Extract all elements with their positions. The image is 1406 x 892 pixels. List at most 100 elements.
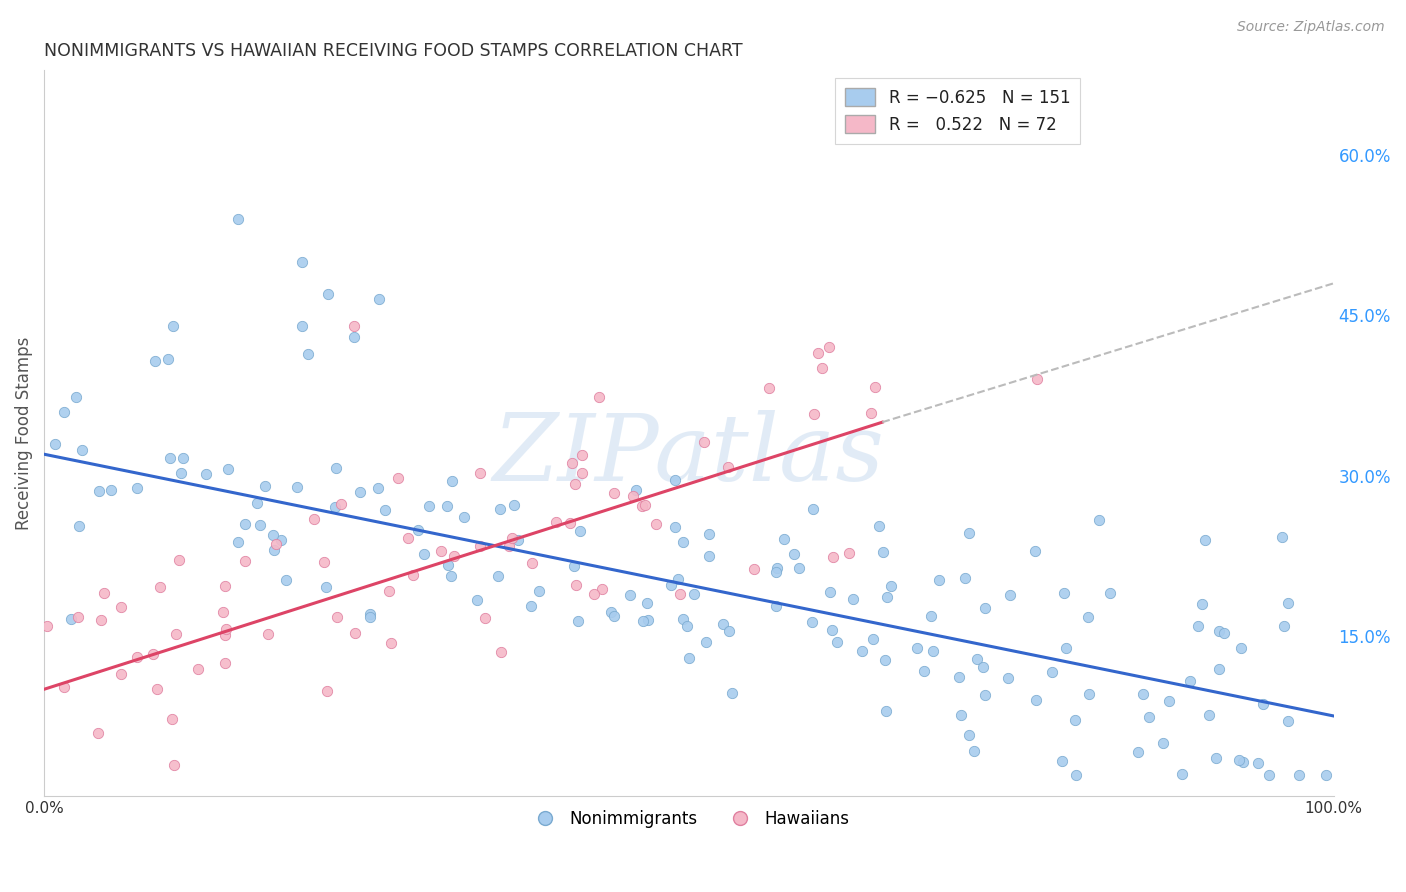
Point xyxy=(172,451,194,466)
Point xyxy=(928,574,950,588)
Point xyxy=(263,542,285,557)
Point xyxy=(165,627,187,641)
Point xyxy=(1024,543,1046,558)
Point xyxy=(37,618,59,632)
Point xyxy=(440,568,463,582)
Point xyxy=(1171,767,1194,781)
Point xyxy=(253,478,276,492)
Point xyxy=(149,580,172,594)
Point xyxy=(214,579,236,593)
Point xyxy=(1194,533,1216,547)
Point xyxy=(562,559,585,574)
Point xyxy=(668,586,690,600)
Point xyxy=(443,549,465,563)
Point xyxy=(619,588,641,602)
Point xyxy=(600,606,623,620)
Point xyxy=(997,671,1019,685)
Point xyxy=(1098,586,1121,600)
Point xyxy=(501,531,523,545)
Point xyxy=(396,531,419,545)
Text: Source: ZipAtlas.com: Source: ZipAtlas.com xyxy=(1237,20,1385,34)
Point xyxy=(167,553,190,567)
Point xyxy=(387,471,409,485)
Point xyxy=(1077,610,1099,624)
Point xyxy=(377,584,399,599)
Point xyxy=(498,539,520,553)
Point xyxy=(226,535,249,549)
Point xyxy=(851,644,873,658)
Point xyxy=(67,518,90,533)
Point xyxy=(1247,756,1270,770)
Point xyxy=(489,645,512,659)
Point xyxy=(821,550,844,565)
Point xyxy=(841,592,863,607)
Point xyxy=(821,623,844,637)
Point xyxy=(160,712,183,726)
Point xyxy=(672,612,695,626)
Point xyxy=(257,627,280,641)
Point xyxy=(276,573,298,587)
Point xyxy=(89,484,111,499)
Point xyxy=(468,467,491,481)
Point xyxy=(1024,692,1046,706)
Point xyxy=(325,460,347,475)
Point xyxy=(1077,688,1099,702)
Point xyxy=(52,405,75,419)
Point xyxy=(1315,768,1337,782)
Point xyxy=(374,503,396,517)
Point xyxy=(1271,530,1294,544)
Point xyxy=(787,561,810,575)
Point xyxy=(270,533,292,547)
Point xyxy=(950,708,973,723)
Point xyxy=(342,329,364,343)
Point xyxy=(1213,625,1236,640)
Point xyxy=(868,519,890,533)
Point xyxy=(1132,687,1154,701)
Point xyxy=(664,520,686,534)
Point xyxy=(645,517,668,532)
Point xyxy=(368,293,391,307)
Point xyxy=(626,483,648,497)
Point xyxy=(65,390,87,404)
Point xyxy=(603,486,626,500)
Point xyxy=(564,477,586,491)
Point xyxy=(1026,372,1049,386)
Point xyxy=(59,612,82,626)
Point xyxy=(571,448,593,462)
Point xyxy=(406,523,429,537)
Point xyxy=(920,608,942,623)
Point xyxy=(214,657,236,671)
Point xyxy=(544,515,567,529)
Point xyxy=(565,578,588,592)
Point xyxy=(246,496,269,510)
Point xyxy=(699,527,721,541)
Point xyxy=(966,652,988,666)
Point xyxy=(402,568,425,582)
Point xyxy=(1208,661,1230,675)
Point xyxy=(922,644,945,658)
Point xyxy=(323,500,346,515)
Point xyxy=(659,578,682,592)
Point xyxy=(1187,618,1209,632)
Point xyxy=(430,544,453,558)
Point xyxy=(162,758,184,772)
Point xyxy=(1157,694,1180,708)
Point xyxy=(93,585,115,599)
Point xyxy=(316,287,339,301)
Point xyxy=(212,606,235,620)
Point xyxy=(470,539,492,553)
Point xyxy=(772,532,794,546)
Text: ZIPatlas: ZIPatlas xyxy=(494,409,884,500)
Point xyxy=(342,319,364,334)
Point xyxy=(100,483,122,497)
Point xyxy=(676,619,699,633)
Point xyxy=(568,524,591,539)
Point xyxy=(359,607,381,621)
Point xyxy=(666,572,689,586)
Point xyxy=(963,744,986,758)
Point xyxy=(1227,753,1250,767)
Point xyxy=(156,352,179,367)
Point xyxy=(711,617,734,632)
Point xyxy=(974,601,997,615)
Point xyxy=(304,512,326,526)
